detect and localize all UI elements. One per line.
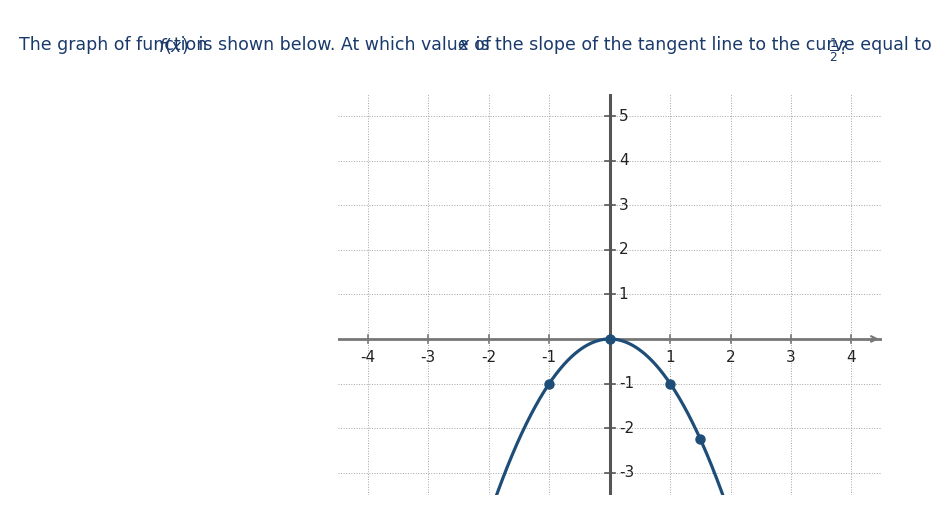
Text: -1: -1 (619, 376, 634, 391)
Text: $f(x)$: $f(x)$ (158, 36, 188, 56)
Text: 3: 3 (619, 197, 628, 213)
Text: is the slope of the tangent line to the curve equal to: is the slope of the tangent line to the … (470, 36, 937, 55)
Text: 1: 1 (665, 350, 675, 365)
Text: $\frac{1}{2}$?: $\frac{1}{2}$? (829, 36, 849, 64)
Text: 3: 3 (786, 350, 796, 365)
Text: -1: -1 (541, 350, 557, 365)
Text: 4: 4 (619, 153, 628, 168)
Text: 1: 1 (619, 287, 628, 302)
Text: The graph of function: The graph of function (19, 36, 213, 55)
Text: 4: 4 (847, 350, 856, 365)
Text: -4: -4 (360, 350, 375, 365)
Text: 2: 2 (726, 350, 735, 365)
Text: $x$: $x$ (458, 36, 471, 55)
Text: -2: -2 (619, 420, 634, 436)
Text: 2: 2 (619, 242, 628, 257)
Text: -3: -3 (619, 465, 634, 480)
Text: -3: -3 (421, 350, 436, 365)
Text: -2: -2 (481, 350, 496, 365)
Text: 5: 5 (619, 108, 628, 123)
Text: is shown below. At which value of: is shown below. At which value of (193, 36, 497, 55)
